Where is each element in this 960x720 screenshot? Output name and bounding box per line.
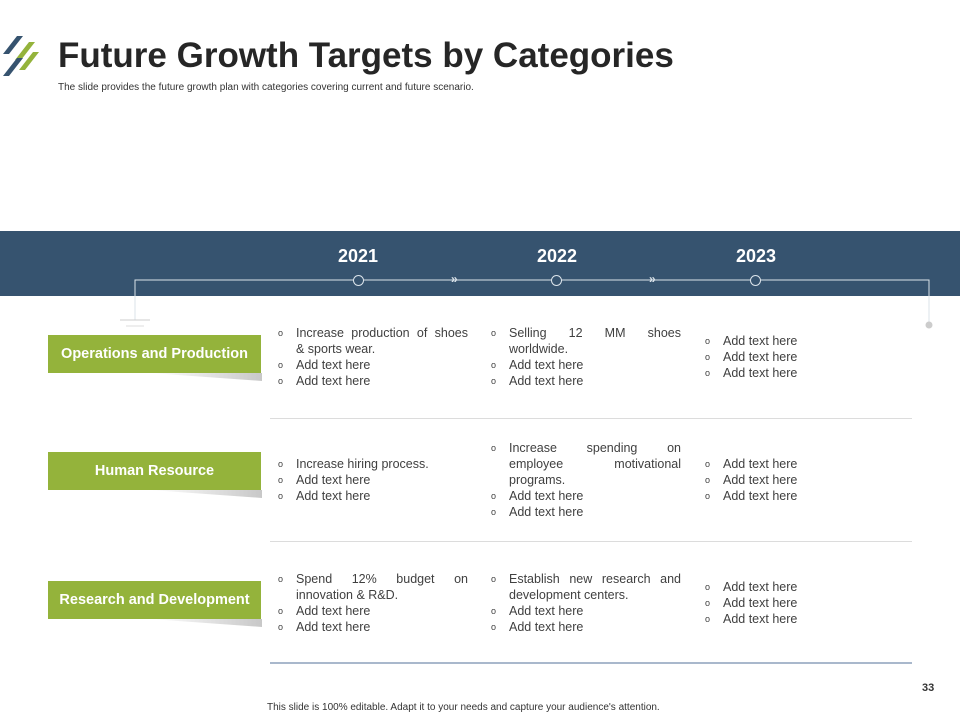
category-label: Research and Development bbox=[48, 581, 261, 619]
bullet-item: Establish new research and development c… bbox=[491, 571, 681, 603]
chevron-right-icon: » bbox=[649, 272, 656, 286]
bullet-list: Spend 12% budget on innovation & R&D.Add… bbox=[278, 571, 468, 635]
bullet-item: Increase hiring process. bbox=[278, 456, 468, 472]
bullet-item: Add text here bbox=[705, 488, 895, 504]
year-2021: 2021 bbox=[337, 246, 379, 266]
timeline-node bbox=[750, 275, 761, 286]
bullet-list: Add text hereAdd text hereAdd text here bbox=[705, 333, 895, 381]
label-shadow bbox=[150, 373, 262, 381]
bullet-list: Establish new research and development c… bbox=[491, 571, 681, 635]
year-2023: 2023 bbox=[735, 246, 777, 266]
bullet-item: Add text here bbox=[705, 333, 895, 349]
bullet-list: Increase production of shoes & sports we… bbox=[278, 325, 468, 389]
bullet-item: Add text here bbox=[705, 365, 895, 381]
page-title: Future Growth Targets by Categories bbox=[58, 36, 674, 75]
bullet-item: Add text here bbox=[705, 611, 895, 627]
label-shadow bbox=[150, 490, 262, 498]
bullet-item: Increase spending on employee motivation… bbox=[491, 440, 681, 488]
bullet-item: Add text here bbox=[491, 619, 681, 635]
bullet-item: Add text here bbox=[278, 488, 468, 504]
timeline-node bbox=[353, 275, 364, 286]
bullet-item: Add text here bbox=[491, 373, 681, 389]
row-divider bbox=[270, 541, 912, 542]
bullet-item: Add text here bbox=[278, 373, 468, 389]
bullet-item: Add text here bbox=[705, 595, 895, 611]
chevron-right-icon: » bbox=[451, 272, 458, 286]
page-number: 33 bbox=[922, 682, 935, 694]
bullet-item: Increase production of shoes & sports we… bbox=[278, 325, 468, 357]
bullet-item: Add text here bbox=[491, 488, 681, 504]
row-divider bbox=[270, 418, 912, 419]
bullet-item: Selling 12 MM shoes worldwide. bbox=[491, 325, 681, 357]
bullet-item: Add text here bbox=[491, 504, 681, 520]
row-divider bbox=[270, 662, 912, 664]
logo-icon bbox=[3, 36, 39, 76]
category-label: Human Resource bbox=[48, 452, 261, 490]
bullet-list: Selling 12 MM shoes worldwide.Add text h… bbox=[491, 325, 681, 389]
bullet-item: Add text here bbox=[278, 472, 468, 488]
bullet-item: Add text here bbox=[705, 349, 895, 365]
year-2022: 2022 bbox=[536, 246, 578, 266]
page-subtitle: The slide provides the future growth pla… bbox=[58, 82, 474, 93]
footer-note: This slide is 100% editable. Adapt it to… bbox=[267, 702, 660, 713]
timeline-node bbox=[551, 275, 562, 286]
category-label: Operations and Production bbox=[48, 335, 261, 373]
bullet-list: Add text hereAdd text hereAdd text here bbox=[705, 456, 895, 504]
timeline-band bbox=[0, 231, 960, 296]
bullet-list: Add text hereAdd text hereAdd text here bbox=[705, 579, 895, 627]
bullet-item: Add text here bbox=[705, 456, 895, 472]
bullet-item: Add text here bbox=[278, 619, 468, 635]
bullet-list: Increase spending on employee motivation… bbox=[491, 440, 681, 520]
bullet-item: Add text here bbox=[491, 603, 681, 619]
bullet-item: Add text here bbox=[491, 357, 681, 373]
bullet-item: Spend 12% budget on innovation & R&D. bbox=[278, 571, 468, 603]
bullet-item: Add text here bbox=[278, 603, 468, 619]
bullet-item: Add text here bbox=[705, 472, 895, 488]
bullet-item: Add text here bbox=[278, 357, 468, 373]
timeline-line bbox=[120, 279, 933, 329]
bullet-list: Increase hiring process.Add text hereAdd… bbox=[278, 456, 468, 504]
label-shadow bbox=[150, 619, 262, 627]
bullet-item: Add text here bbox=[705, 579, 895, 595]
